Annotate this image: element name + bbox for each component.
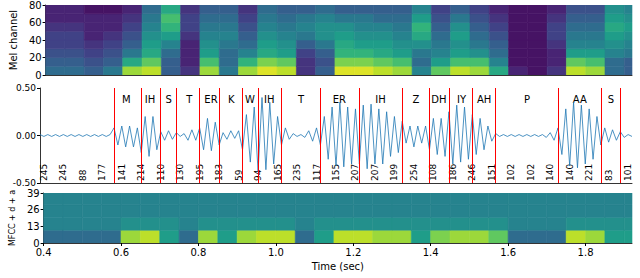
svg-text:102: 102 [526, 164, 536, 181]
svg-text:K: K [228, 94, 235, 105]
svg-text:83: 83 [604, 170, 614, 181]
svg-text:151: 151 [486, 163, 497, 181]
svg-text:P: P [524, 94, 530, 105]
svg-text:165: 165 [272, 163, 283, 181]
svg-text:0: 0 [35, 70, 41, 81]
svg-text:Mel channel: Mel channel [8, 10, 19, 70]
svg-text:140: 140 [565, 164, 575, 181]
svg-text:T: T [185, 94, 193, 105]
svg-text:ER: ER [204, 94, 217, 105]
svg-text:IH: IH [264, 94, 274, 105]
svg-text:186: 186 [447, 163, 458, 181]
svg-text:80: 80 [29, 0, 42, 11]
svg-text:235: 235 [292, 164, 302, 181]
svg-text:S: S [608, 94, 614, 105]
svg-text:AA: AA [573, 94, 587, 105]
svg-text:39: 39 [27, 188, 40, 199]
svg-text:59: 59 [233, 169, 244, 181]
svg-text:IY: IY [457, 94, 467, 105]
svg-text:0.6: 0.6 [113, 247, 129, 258]
svg-text:1.0: 1.0 [268, 247, 284, 258]
svg-text:140: 140 [545, 164, 555, 181]
svg-text:1.4: 1.4 [423, 247, 439, 258]
svg-text:IH: IH [375, 94, 385, 105]
svg-text:0.4: 0.4 [36, 247, 52, 258]
svg-text:94: 94 [253, 169, 264, 181]
svg-text:177: 177 [97, 164, 107, 181]
svg-text:0.50: 0.50 [16, 83, 36, 93]
svg-text:MFCC + d + a: MFCC + d + a [8, 190, 17, 246]
svg-text:0.00: 0.00 [16, 131, 36, 141]
svg-text:102: 102 [506, 164, 516, 181]
svg-text:0: 0 [33, 237, 40, 249]
svg-text:101: 101 [623, 164, 633, 181]
svg-text:207: 207 [350, 164, 360, 181]
svg-text:254: 254 [409, 164, 419, 181]
svg-text:155: 155 [331, 164, 341, 181]
svg-text:20: 20 [29, 52, 42, 63]
svg-text:214: 214 [136, 163, 147, 181]
svg-text:108: 108 [428, 163, 439, 181]
svg-text:246: 246 [467, 163, 478, 181]
svg-text:40: 40 [29, 35, 42, 46]
svg-text:245: 245 [39, 164, 49, 181]
svg-text:AH: AH [477, 94, 491, 105]
svg-text:88: 88 [78, 169, 88, 181]
svg-text:26: 26 [27, 204, 40, 215]
svg-text:183: 183 [214, 163, 225, 181]
svg-text:-0.50: -0.50 [13, 178, 37, 188]
svg-text:221: 221 [584, 164, 594, 181]
svg-text:Z: Z [413, 94, 420, 105]
svg-text:117: 117 [311, 163, 322, 181]
svg-text:1.2: 1.2 [345, 247, 361, 258]
svg-text:110: 110 [155, 163, 166, 181]
svg-text:130: 130 [175, 163, 186, 181]
svg-text:13: 13 [27, 221, 40, 232]
svg-text:1.6: 1.6 [500, 247, 516, 258]
svg-text:199: 199 [389, 164, 399, 181]
svg-text:Time (sec): Time (sec) [311, 261, 364, 272]
svg-text:DH: DH [431, 94, 446, 105]
svg-text:T: T [297, 94, 305, 105]
svg-text:S: S [166, 94, 172, 105]
svg-text:M: M [122, 94, 131, 105]
svg-text:245: 245 [58, 164, 68, 181]
svg-text:W: W [245, 94, 255, 105]
svg-text:ER: ER [333, 94, 346, 105]
svg-text:195: 195 [194, 163, 205, 181]
svg-text:207: 207 [370, 164, 380, 181]
svg-text:60: 60 [29, 17, 42, 28]
svg-text:0.8: 0.8 [191, 247, 207, 258]
svg-text:IH: IH [145, 94, 155, 105]
svg-text:1.8: 1.8 [578, 247, 594, 258]
svg-text:141: 141 [117, 164, 127, 181]
